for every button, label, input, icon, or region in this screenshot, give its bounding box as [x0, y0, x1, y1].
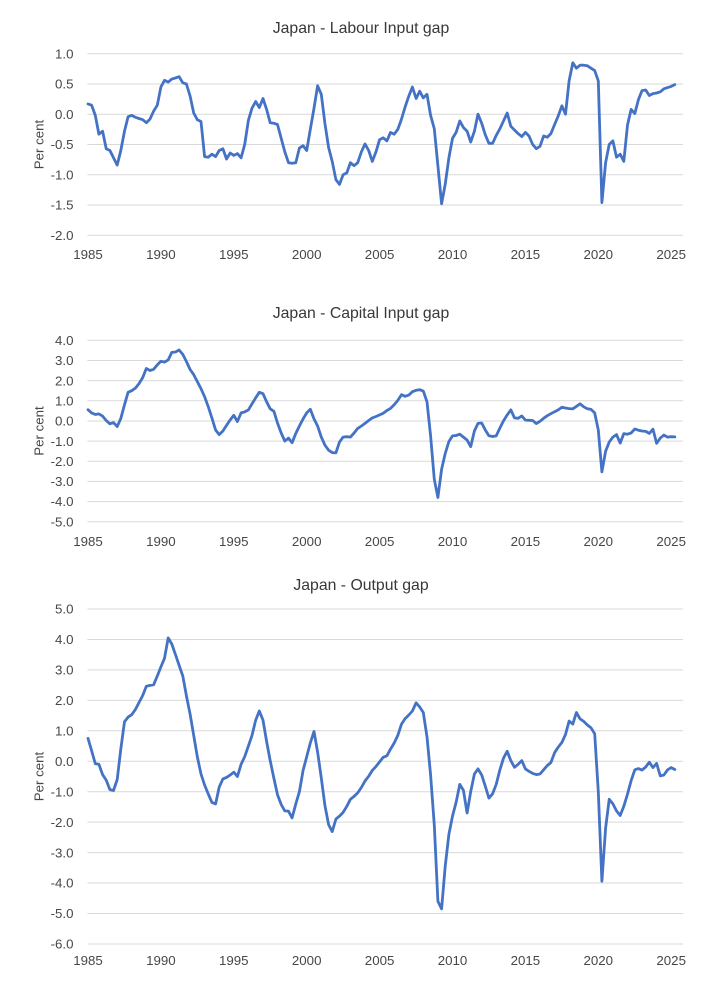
svg-text:2.0: 2.0	[55, 693, 74, 708]
svg-text:2000: 2000	[292, 953, 322, 968]
svg-text:0.0: 0.0	[55, 754, 74, 769]
svg-text:2000: 2000	[292, 534, 322, 549]
svg-text:3.0: 3.0	[55, 353, 74, 368]
svg-text:-2.0: -2.0	[51, 228, 74, 243]
svg-text:4.0: 4.0	[55, 632, 74, 647]
svg-text:2000: 2000	[292, 247, 322, 262]
svg-text:2010: 2010	[438, 534, 468, 549]
svg-text:1.0: 1.0	[55, 393, 74, 408]
svg-text:3.0: 3.0	[55, 663, 74, 678]
svg-text:1995: 1995	[219, 953, 249, 968]
svg-text:-2.0: -2.0	[51, 815, 74, 830]
svg-text:1.0: 1.0	[55, 723, 74, 738]
svg-text:2015: 2015	[511, 534, 541, 549]
svg-text:-6.0: -6.0	[51, 937, 74, 952]
svg-text:5.0: 5.0	[55, 602, 74, 617]
svg-text:1990: 1990	[146, 534, 176, 549]
svg-text:2.0: 2.0	[55, 373, 74, 388]
svg-text:-0.5: -0.5	[51, 137, 74, 152]
svg-text:-5.0: -5.0	[51, 906, 74, 921]
svg-text:2025: 2025	[656, 953, 686, 968]
svg-text:Per cent: Per cent	[32, 751, 47, 801]
svg-text:2005: 2005	[365, 247, 395, 262]
svg-text:4.0: 4.0	[55, 333, 74, 348]
svg-text:0.5: 0.5	[55, 77, 74, 92]
svg-text:-5.0: -5.0	[51, 514, 74, 529]
svg-text:1985: 1985	[73, 247, 103, 262]
svg-text:-1.0: -1.0	[51, 434, 74, 449]
svg-text:-3.0: -3.0	[51, 845, 74, 860]
svg-text:-4.0: -4.0	[51, 876, 74, 891]
svg-text:2020: 2020	[584, 953, 614, 968]
svg-text:1995: 1995	[219, 534, 249, 549]
svg-text:-1.0: -1.0	[51, 167, 74, 182]
svg-text:2015: 2015	[511, 247, 541, 262]
svg-text:0.0: 0.0	[55, 107, 74, 122]
svg-text:2005: 2005	[365, 953, 395, 968]
svg-text:2025: 2025	[656, 247, 686, 262]
svg-text:1.0: 1.0	[55, 46, 74, 61]
svg-text:2010: 2010	[438, 953, 468, 968]
svg-text:1990: 1990	[146, 247, 176, 262]
svg-text:Japan - Labour Input gap: Japan - Labour Input gap	[273, 20, 450, 37]
svg-text:-4.0: -4.0	[51, 494, 74, 509]
svg-text:-3.0: -3.0	[51, 474, 74, 489]
svg-text:-1.0: -1.0	[51, 784, 74, 799]
svg-text:2005: 2005	[365, 534, 395, 549]
svg-text:1985: 1985	[73, 534, 103, 549]
svg-text:2015: 2015	[511, 953, 541, 968]
svg-text:1995: 1995	[219, 247, 249, 262]
svg-text:0.0: 0.0	[55, 414, 74, 429]
svg-text:1990: 1990	[146, 953, 176, 968]
svg-text:Per cent: Per cent	[32, 119, 47, 169]
svg-text:1985: 1985	[73, 953, 103, 968]
svg-text:-2.0: -2.0	[51, 454, 74, 469]
svg-text:2020: 2020	[584, 534, 614, 549]
svg-text:-1.5: -1.5	[51, 198, 74, 213]
svg-text:2010: 2010	[438, 247, 468, 262]
svg-text:Per cent: Per cent	[32, 406, 47, 456]
svg-text:2025: 2025	[656, 534, 686, 549]
svg-text:2020: 2020	[584, 247, 614, 262]
svg-text:Japan - Capital Input gap: Japan - Capital Input gap	[273, 305, 450, 322]
svg-text:Japan - Output gap: Japan - Output gap	[293, 577, 428, 594]
